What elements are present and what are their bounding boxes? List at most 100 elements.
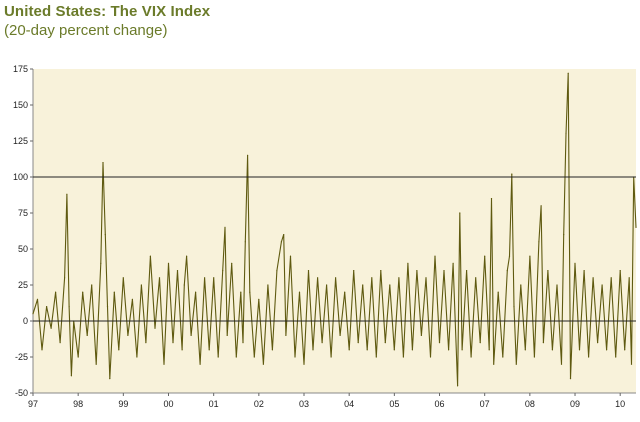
vix-data-point [542, 342, 545, 344]
vix-data-point [425, 277, 427, 279]
vix-data-point [511, 173, 513, 175]
vix-data-point [247, 154, 249, 156]
x-tick-label: 98 [73, 399, 83, 409]
vix-data-point [380, 270, 382, 272]
vix-data-point [393, 349, 395, 351]
vix-data-point [213, 277, 215, 279]
vix-data-point [515, 363, 517, 365]
vix-data-point [70, 375, 72, 377]
x-tick-label: 07 [480, 399, 490, 409]
vix-data-point [104, 234, 106, 236]
vix-data-point [344, 291, 346, 293]
vix-data-point [276, 270, 278, 272]
vix-series-line [32, 72, 637, 387]
vix-data-point [610, 277, 612, 279]
y-tick-label: 50 [18, 244, 28, 254]
vix-data-point [64, 277, 66, 279]
vix-data-point [371, 277, 373, 279]
vix-data-point [109, 378, 111, 380]
vix-data-point [502, 356, 504, 358]
plot-background [33, 69, 636, 393]
vix-data-point [615, 356, 617, 358]
vix-data-point [77, 356, 79, 358]
vix-data-point [118, 349, 120, 351]
vix-data-point [470, 356, 472, 358]
vix-data-point [280, 241, 282, 243]
vix-data-point [41, 349, 43, 351]
vix-data-point [172, 342, 174, 344]
vix-data-point [36, 298, 39, 300]
vix-data-point [339, 334, 341, 336]
chart-subtitle: (20-day percent change) [4, 22, 168, 39]
vix-data-point [158, 277, 161, 279]
x-tick-label: 01 [209, 399, 219, 409]
vix-data-point [267, 284, 269, 286]
vix-data-point [479, 342, 481, 344]
y-tick-label: 0 [23, 316, 28, 326]
vix-data-point [513, 306, 515, 308]
vix-data-point [68, 306, 70, 308]
x-tick-label: 00 [163, 399, 173, 409]
vix-data-point [592, 277, 594, 279]
vix-data-point [330, 356, 332, 358]
vix-data-point [106, 306, 109, 308]
vix-data-point [199, 363, 201, 365]
vix-data-point [524, 349, 526, 351]
vix-data-point [624, 349, 626, 351]
vix-data-point [420, 334, 422, 336]
y-tick-label: -50 [15, 388, 28, 398]
vix-data-point [55, 291, 57, 293]
vix-data-point [240, 291, 242, 293]
y-tick-label: 175 [13, 64, 28, 74]
y-tick-label: 100 [13, 172, 28, 182]
vix-data-point [597, 342, 599, 344]
vix-data-point [204, 277, 206, 279]
vix-data-point [100, 262, 102, 264]
vix-data-point [484, 255, 486, 257]
y-axis: 175 150 125 100 75 50 25 0 -25 -50 [13, 64, 33, 398]
y-tick-label: 150 [13, 100, 28, 110]
vix-data-point [506, 270, 508, 272]
vix-data-point [317, 277, 319, 279]
vix-data-point [619, 270, 621, 272]
vix-data-point [533, 356, 536, 358]
vix-data-point [563, 234, 565, 236]
vix-data-point [497, 291, 499, 293]
vix-data-point [190, 334, 192, 336]
y-tick-label: 125 [13, 136, 28, 146]
vix-data-point [475, 277, 477, 279]
vix-data-point [434, 255, 436, 257]
vix-data-point [294, 356, 296, 358]
vix-data-point [163, 363, 165, 365]
vix-data-point [565, 133, 567, 135]
vix-data-point [285, 334, 287, 336]
vix-data-point [569, 378, 572, 380]
vix-data-point [226, 334, 228, 336]
x-tick-label: 02 [254, 399, 264, 409]
vix-data-point [635, 226, 637, 228]
vix-data-point [271, 349, 273, 351]
vix-data-point [443, 270, 445, 272]
vix-data-point [183, 284, 185, 286]
vix-data-point [583, 270, 585, 272]
vix-data-point [529, 255, 531, 257]
vix-data-point [102, 162, 104, 164]
vix-data-point [66, 193, 68, 195]
vix-data-point [628, 277, 630, 279]
vix-data-point [307, 270, 310, 272]
vix-data-point [466, 270, 468, 272]
vix-data-point [50, 327, 52, 329]
vix-data-point [578, 349, 581, 351]
vix-data-point [520, 284, 522, 286]
x-axis: 97 98 99 00 01 02 03 04 05 06 07 08 09 10 [28, 393, 625, 409]
plot-area [32, 69, 636, 394]
vix-data-point [402, 356, 404, 358]
vix-data-point [154, 327, 156, 329]
chart-title: United States: The VIX Index [4, 3, 211, 20]
vix-data-point [493, 363, 495, 365]
vix-data-point [538, 241, 540, 243]
vix-data-point [262, 363, 264, 365]
vix-data-point [321, 342, 323, 344]
y-tick-label: 25 [18, 280, 28, 290]
